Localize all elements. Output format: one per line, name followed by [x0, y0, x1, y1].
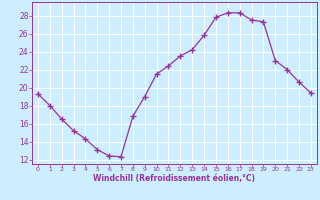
X-axis label: Windchill (Refroidissement éolien,°C): Windchill (Refroidissement éolien,°C) — [93, 174, 255, 183]
